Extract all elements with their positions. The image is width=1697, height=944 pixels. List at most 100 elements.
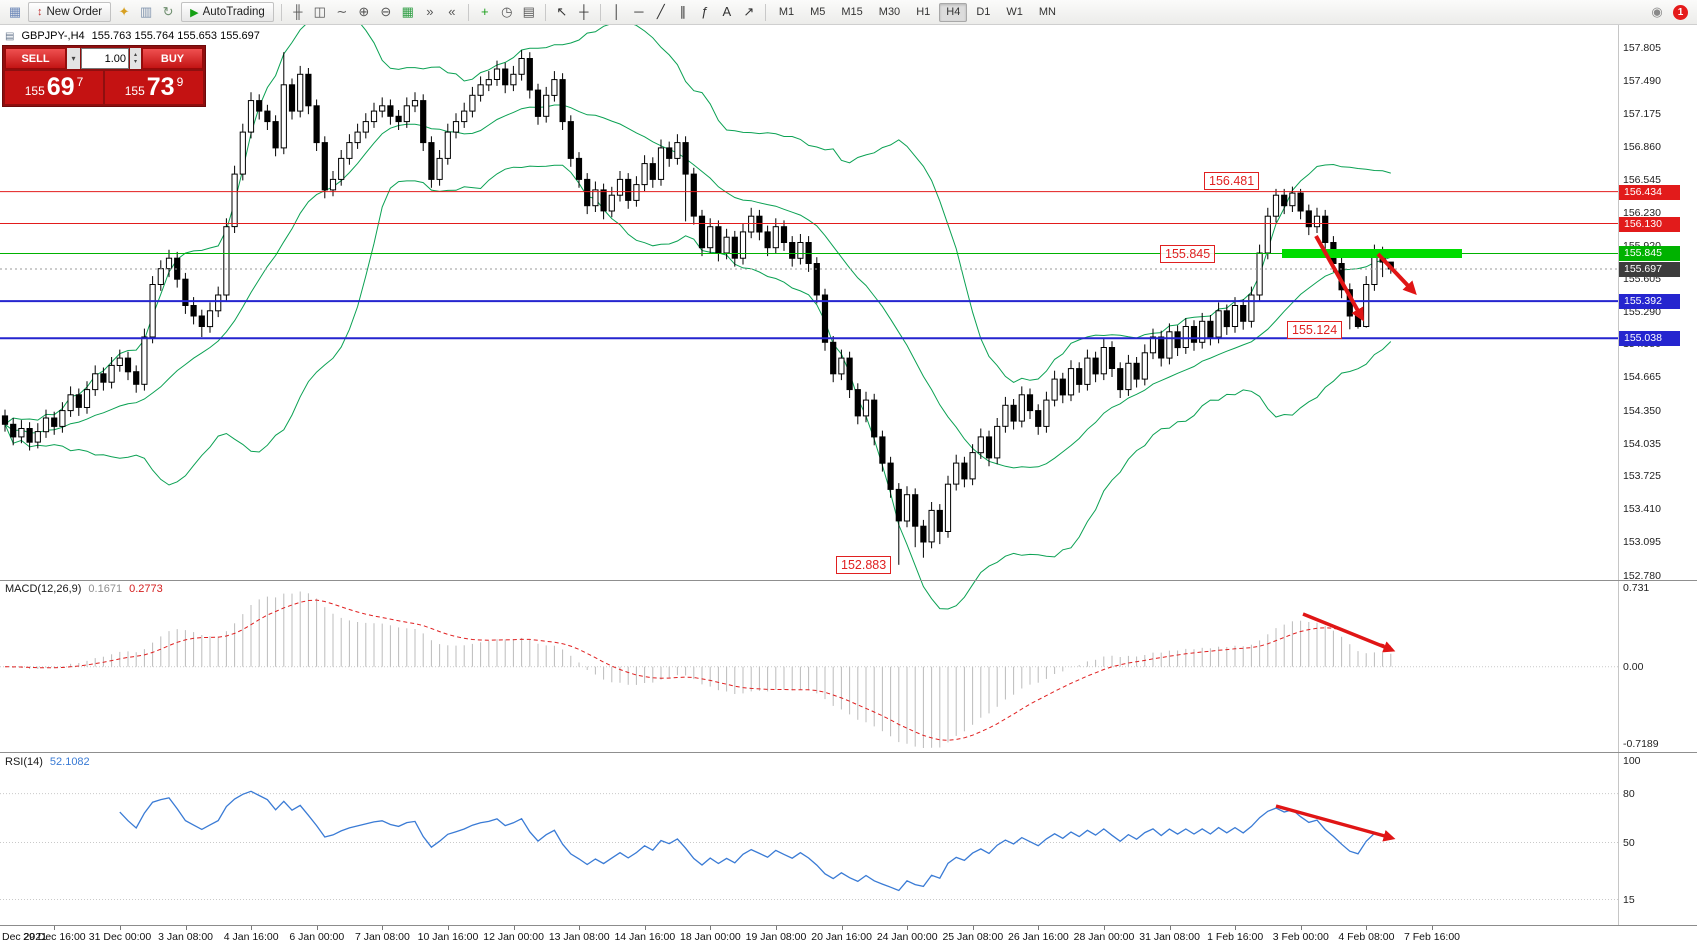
text-icon[interactable]: A bbox=[722, 4, 732, 19]
trendline-icon[interactable]: ╱ bbox=[656, 4, 665, 19]
ohlc-readout: 155.763 155.764 155.653 155.697 bbox=[91, 30, 260, 42]
horizontal-line-icon[interactable]: ─ bbox=[634, 4, 644, 19]
time-axis-label: 31 Dec 00:00 bbox=[88, 931, 152, 943]
timeframe-m15[interactable]: M15 bbox=[834, 3, 869, 22]
auto-scroll-icon[interactable]: » bbox=[426, 4, 434, 19]
volume-dropdown-caret[interactable]: ▾ bbox=[67, 48, 80, 69]
timeframe-m5[interactable]: M5 bbox=[803, 3, 832, 22]
stepper-down-icon[interactable]: ▾ bbox=[133, 58, 137, 65]
timeframe-m30[interactable]: M30 bbox=[872, 3, 907, 22]
indicators-icon[interactable]: + bbox=[481, 4, 489, 19]
time-axis-tick bbox=[1104, 926, 1105, 930]
level-price-label: 155.038 bbox=[1619, 331, 1680, 347]
timeframe-mn[interactable]: MN bbox=[1032, 3, 1063, 22]
new-order-button-icon: ↕ bbox=[37, 6, 43, 18]
panel-separator[interactable] bbox=[0, 580, 1697, 581]
time-axis-label: 31 Jan 08:00 bbox=[1139, 931, 1200, 943]
autotrading-button-icon: ▶ bbox=[190, 6, 199, 19]
arrow-tool-icon[interactable]: ↗ bbox=[743, 4, 755, 19]
notification-badge[interactable]: 1 bbox=[1673, 4, 1688, 20]
new-chart-icon[interactable]: ▦ bbox=[8, 4, 22, 19]
cursor-icon[interactable]: ↖ bbox=[556, 4, 568, 19]
time-axis-label: 6 Jan 00:00 bbox=[289, 931, 345, 943]
price-tick-label: 154.665 bbox=[1623, 371, 1661, 384]
zoom-out-icon[interactable]: ⊖ bbox=[380, 4, 392, 19]
panel-separator[interactable] bbox=[0, 752, 1697, 753]
time-axis-label: 7 Jan 08:00 bbox=[354, 931, 410, 943]
time-axis-tick bbox=[841, 926, 843, 930]
price-tick-label: 156.230 bbox=[1623, 207, 1661, 220]
timeframe-h1[interactable]: H1 bbox=[909, 3, 937, 22]
sell-button[interactable]: SELL bbox=[5, 48, 66, 69]
toolbar-separator bbox=[544, 3, 546, 21]
level-price-label: 155.845 bbox=[1619, 246, 1680, 262]
time-axis-label: 7 Feb 16:00 bbox=[1403, 931, 1461, 943]
time-axis-label: 19 Jan 08:00 bbox=[745, 931, 807, 943]
macd-tick-label: 0.00 bbox=[1623, 660, 1644, 673]
periods-icon[interactable]: ◷ bbox=[501, 4, 513, 19]
time-axis-tick bbox=[1300, 926, 1302, 930]
time-axis-label: 29 Dec 16:00 bbox=[23, 931, 86, 943]
price-tick-label: 157.490 bbox=[1623, 74, 1661, 87]
sell-price-display[interactable]: 155 69 7 bbox=[5, 71, 103, 104]
time-axis-tick bbox=[907, 926, 909, 930]
time-axis-label: 4 Feb 08:00 bbox=[1338, 931, 1395, 943]
volume-stepper[interactable]: ▴ ▾ bbox=[130, 48, 141, 69]
vertical-line-icon[interactable]: │ bbox=[612, 4, 621, 19]
price-annotation: 152.883 bbox=[836, 556, 892, 574]
symbol-period-label: GBPJPY-,H4 bbox=[21, 30, 85, 42]
price-tick-label: 154.035 bbox=[1623, 437, 1661, 450]
time-axis-label: 13 Jan 08:00 bbox=[548, 931, 610, 943]
rsi-indicator-label: RSI(14) 52.1082 bbox=[5, 756, 90, 768]
price-axis[interactable]: 157.805 157.490 157.175 156.860 156.545 156.2… bbox=[1618, 25, 1697, 925]
level-price-label: 156.434 bbox=[1619, 184, 1680, 200]
price-tick-label: 153.095 bbox=[1623, 536, 1661, 549]
bars-chart-icon[interactable]: ╫ bbox=[293, 4, 303, 19]
zoom-in-icon[interactable]: ⊕ bbox=[358, 4, 370, 19]
main-toolbar: ▦ ↕ New Order ✦ ▥ ↻ ▶ AutoTrading ╫ ◫ ∼ ⊕ ⊖ ▦ » « + ◷ ▤ ↖ ┼ │… bbox=[0, 0, 1697, 25]
price-annotation: 155.845 bbox=[1160, 245, 1216, 263]
toolbar-separator bbox=[467, 3, 469, 21]
crosshair-icon[interactable]: ┼ bbox=[579, 4, 589, 19]
rsi-tick-label: 100 bbox=[1623, 755, 1641, 767]
autotrading-button[interactable]: ▶ AutoTrading bbox=[181, 2, 274, 22]
buy-button[interactable]: BUY bbox=[142, 48, 203, 69]
channel-icon[interactable]: ∥ bbox=[679, 4, 687, 19]
time-axis-label: 14 Jan 16:00 bbox=[614, 931, 676, 943]
tile-windows-icon[interactable]: ▦ bbox=[401, 4, 414, 19]
timeframe-m1[interactable]: M1 bbox=[772, 3, 801, 22]
time-axis-tick bbox=[513, 926, 515, 930]
price-tick-label: 154.350 bbox=[1623, 404, 1661, 417]
time-axis[interactable]: Dec 2021 29 Dec 16:00 31 Dec 00:00 3 Jan 08… bbox=[0, 925, 1697, 944]
price-tick-label: 156.860 bbox=[1623, 140, 1661, 153]
volume-input[interactable] bbox=[81, 48, 129, 69]
mql-wizard-icon[interactable]: ✦ bbox=[118, 4, 130, 19]
time-axis-label: 25 Jan 08:00 bbox=[942, 931, 1004, 943]
new-order-button[interactable]: ↕ New Order bbox=[28, 2, 112, 22]
chart-plot[interactable] bbox=[0, 25, 1618, 925]
macd-tick-label: -0.7189 bbox=[1623, 738, 1659, 750]
buy-price-display[interactable]: 155 73 9 bbox=[105, 71, 203, 104]
fibonacci-icon[interactable]: ƒ bbox=[701, 4, 709, 19]
time-axis-tick bbox=[1038, 926, 1040, 930]
community-icon[interactable]: ◉ bbox=[1651, 4, 1663, 19]
candlestick-chart-icon[interactable]: ◫ bbox=[313, 4, 326, 19]
templates-icon[interactable]: ▤ bbox=[522, 4, 535, 19]
time-axis-label: 10 Jan 16:00 bbox=[417, 931, 479, 943]
market-watch-icon[interactable]: ▥ bbox=[139, 4, 153, 19]
timeframe-w1[interactable]: W1 bbox=[999, 3, 1030, 22]
price-tick-label: 153.410 bbox=[1623, 503, 1661, 516]
timeframe-d1[interactable]: D1 bbox=[969, 3, 997, 22]
refresh-icon[interactable]: ↻ bbox=[162, 4, 174, 19]
time-axis-label: 3 Feb 00:00 bbox=[1272, 931, 1329, 943]
timeframe-h4[interactable]: H4 bbox=[939, 2, 968, 22]
line-chart-icon[interactable]: ∼ bbox=[336, 4, 348, 19]
time-axis-tick bbox=[1235, 926, 1237, 930]
one-click-trading-panel: SELL ▾ ▴ ▾ BUY 155 69 7 155 73 9 bbox=[2, 45, 206, 107]
chart-info-line: ▤ GBPJPY-,H4 155.763 155.764 155.653 155… bbox=[5, 30, 260, 42]
time-axis-tick bbox=[185, 926, 187, 930]
price-tick-label: 156.545 bbox=[1623, 173, 1661, 186]
stepper-up-icon[interactable]: ▴ bbox=[133, 51, 137, 58]
chart-shift-icon[interactable]: « bbox=[448, 4, 456, 19]
current-price-label: 155.697 bbox=[1619, 262, 1680, 278]
